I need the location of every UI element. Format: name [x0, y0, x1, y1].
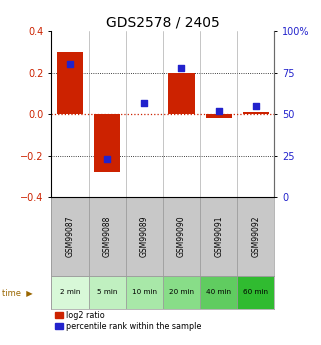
Text: 2 min: 2 min	[60, 289, 80, 295]
Bar	[206, 114, 232, 118]
Bar	[126, 197, 163, 276]
Bar	[237, 197, 274, 276]
Text: 20 min: 20 min	[169, 289, 194, 295]
Bar	[89, 276, 126, 309]
Bar	[94, 114, 120, 172]
Bar	[237, 276, 274, 309]
Text: time  ▶: time ▶	[2, 288, 32, 297]
Bar	[169, 72, 195, 114]
Text: GSM99092: GSM99092	[251, 216, 260, 257]
Legend: log2 ratio, percentile rank within the sample: log2 ratio, percentile rank within the s…	[56, 311, 201, 331]
Point	[105, 156, 110, 162]
Text: GSM99087: GSM99087	[65, 216, 74, 257]
Text: 5 min: 5 min	[97, 289, 117, 295]
Bar	[126, 276, 163, 309]
Bar	[163, 276, 200, 309]
Point	[67, 61, 73, 67]
Point	[216, 108, 221, 114]
Bar	[51, 276, 89, 309]
Text: 10 min: 10 min	[132, 289, 157, 295]
Bar	[163, 197, 200, 276]
Bar	[89, 197, 126, 276]
Text: GSM99090: GSM99090	[177, 216, 186, 257]
Text: GSM99088: GSM99088	[103, 216, 112, 257]
Text: GSM99089: GSM99089	[140, 216, 149, 257]
Point	[179, 65, 184, 70]
Text: GSM99091: GSM99091	[214, 216, 223, 257]
Point	[142, 100, 147, 105]
Bar	[200, 276, 237, 309]
Bar	[57, 52, 83, 114]
Bar	[243, 112, 269, 114]
Bar	[51, 197, 89, 276]
Bar	[200, 197, 237, 276]
Point	[253, 103, 258, 109]
Text: 60 min: 60 min	[243, 289, 268, 295]
Text: 40 min: 40 min	[206, 289, 231, 295]
Title: GDS2578 / 2405: GDS2578 / 2405	[106, 16, 220, 30]
